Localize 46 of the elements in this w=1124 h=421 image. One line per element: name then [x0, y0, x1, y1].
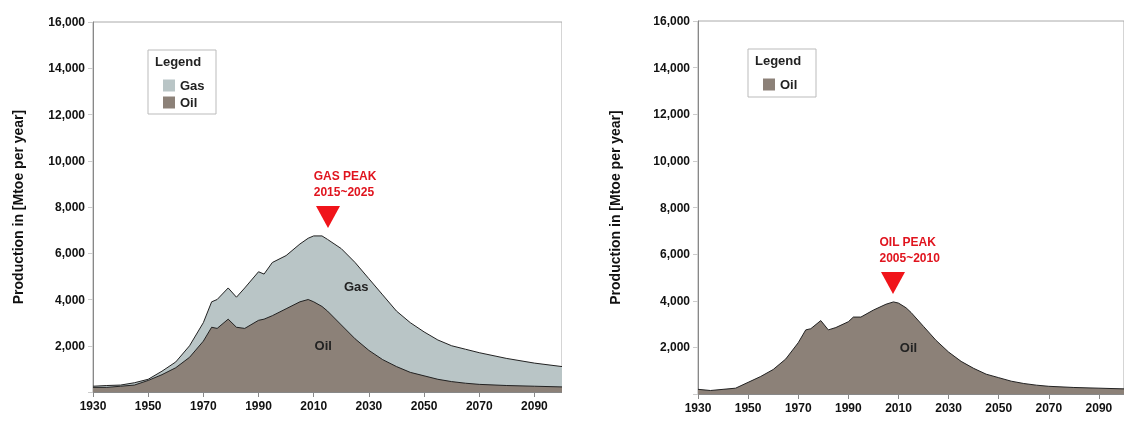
y-axis-title: Production in [Mtoe per year]: [607, 110, 623, 305]
y-tick-label: 6,000: [659, 247, 691, 262]
text: Oil: [899, 340, 918, 356]
x-tick-label: 2070: [465, 399, 493, 413]
x-tick-label: 2090: [521, 399, 549, 413]
text: Gas: [344, 279, 369, 295]
y-axis-title: Production in [Mtoe per year]: [10, 109, 26, 305]
y-tick-label: 10,000: [48, 153, 86, 168]
y-tick-label: 2,000: [659, 340, 691, 355]
x-tick-label: 1950: [134, 399, 162, 413]
legend-label: Oil: [780, 77, 798, 92]
y-tick-label: 6,000: [54, 246, 86, 261]
x-tick-label: 1930: [79, 399, 107, 413]
y-tick-label: 4,000: [54, 292, 86, 307]
y-tick-label: 4,000: [659, 293, 691, 308]
y-tick-label: 10,000: [653, 153, 691, 168]
annotation: GAS PEAK 2015~2025: [313, 168, 377, 199]
x-tick-label: 1970: [784, 401, 812, 415]
annotation: OIL PEAK 2005~2010: [879, 234, 941, 265]
x-tick-label: 1990: [835, 401, 863, 415]
x-tick-label: 2030: [935, 401, 963, 415]
y-tick-label: 8,000: [54, 200, 86, 214]
y-tick-label: 8,000: [659, 200, 691, 215]
x-tick-label: 2070: [1035, 401, 1063, 415]
y-tick-label: 2,000: [54, 338, 86, 353]
x-tick-label: 2050: [985, 401, 1013, 415]
y-tick-label: 14,000: [48, 61, 86, 76]
y-tick-label: 16,000: [48, 15, 86, 29]
y-tick-label: 12,000: [653, 107, 691, 122]
x-tick-label: 2050: [410, 399, 438, 413]
legend-label: Gas: [180, 78, 205, 93]
x-tick-label: 2010: [300, 399, 328, 413]
x-tick-label: 2090: [1085, 401, 1113, 415]
x-tick-label: 2030: [355, 399, 383, 413]
x-tick-label: 1990: [245, 399, 273, 413]
x-tick-label: 2010: [885, 401, 913, 415]
y-tick-label: 16,000: [653, 14, 691, 28]
y-tick-label: 14,000: [653, 60, 691, 75]
x-tick-label: 1930: [684, 401, 712, 415]
y-tick-label: 12,000: [48, 107, 86, 122]
legend-title: Legend: [755, 53, 802, 68]
legend-label: Oil: [180, 95, 198, 110]
text: Oil: [314, 338, 332, 354]
x-tick-label: 1950: [734, 401, 762, 415]
x-tick-label: 1970: [190, 399, 218, 413]
legend-title: Legend: [155, 54, 202, 69]
